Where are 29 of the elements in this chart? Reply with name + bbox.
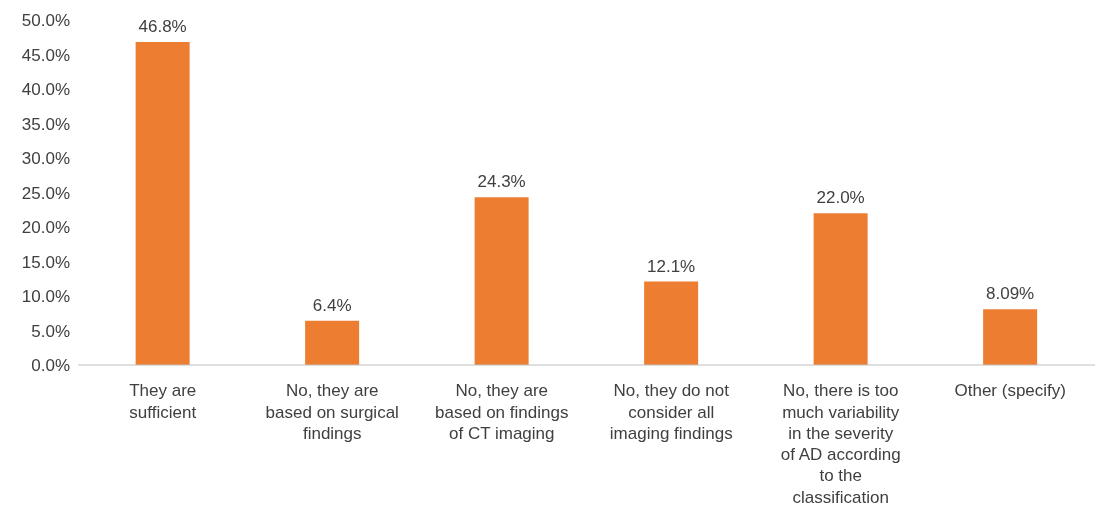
x-tick-label: No, they are based on findings of CT imaging	[435, 381, 569, 443]
y-tick-label: 30.0%	[21, 149, 70, 169]
data-label: 22.0%	[816, 188, 865, 208]
y-tick-label: 45.0%	[21, 45, 70, 65]
x-tick-label: No, they are based on surgical findings	[265, 381, 399, 443]
bar	[813, 213, 868, 365]
y-tick-label: 40.0%	[21, 80, 70, 100]
y-tick-label: 10.0%	[21, 287, 70, 307]
x-tick-label: No, they do not consider all imaging findings	[609, 381, 733, 443]
bar	[474, 197, 529, 365]
bar	[983, 309, 1038, 365]
x-tick-label: Other (specify)	[954, 381, 1066, 401]
bar	[644, 281, 699, 365]
y-tick-label: 20.0%	[21, 218, 70, 238]
data-label: 8.09%	[986, 284, 1035, 304]
data-label: 46.8%	[138, 17, 187, 37]
y-tick-label: 5.0%	[31, 321, 70, 341]
data-label: 12.1%	[647, 256, 696, 276]
x-tick-label: No, there is too much variability in the severity of AD according to the classification	[780, 381, 901, 507]
y-tick-label: 25.0%	[21, 183, 70, 203]
bar	[305, 320, 360, 365]
y-tick-label: 0.0%	[31, 356, 70, 376]
x-tick-label: They are sufficient	[129, 381, 197, 422]
data-label: 24.3%	[477, 172, 526, 192]
data-label: 6.4%	[312, 295, 352, 315]
y-tick-label: 50.0%	[21, 11, 70, 31]
y-tick-label: 15.0%	[21, 252, 70, 272]
bar	[135, 42, 190, 365]
y-tick-label: 35.0%	[21, 114, 70, 134]
